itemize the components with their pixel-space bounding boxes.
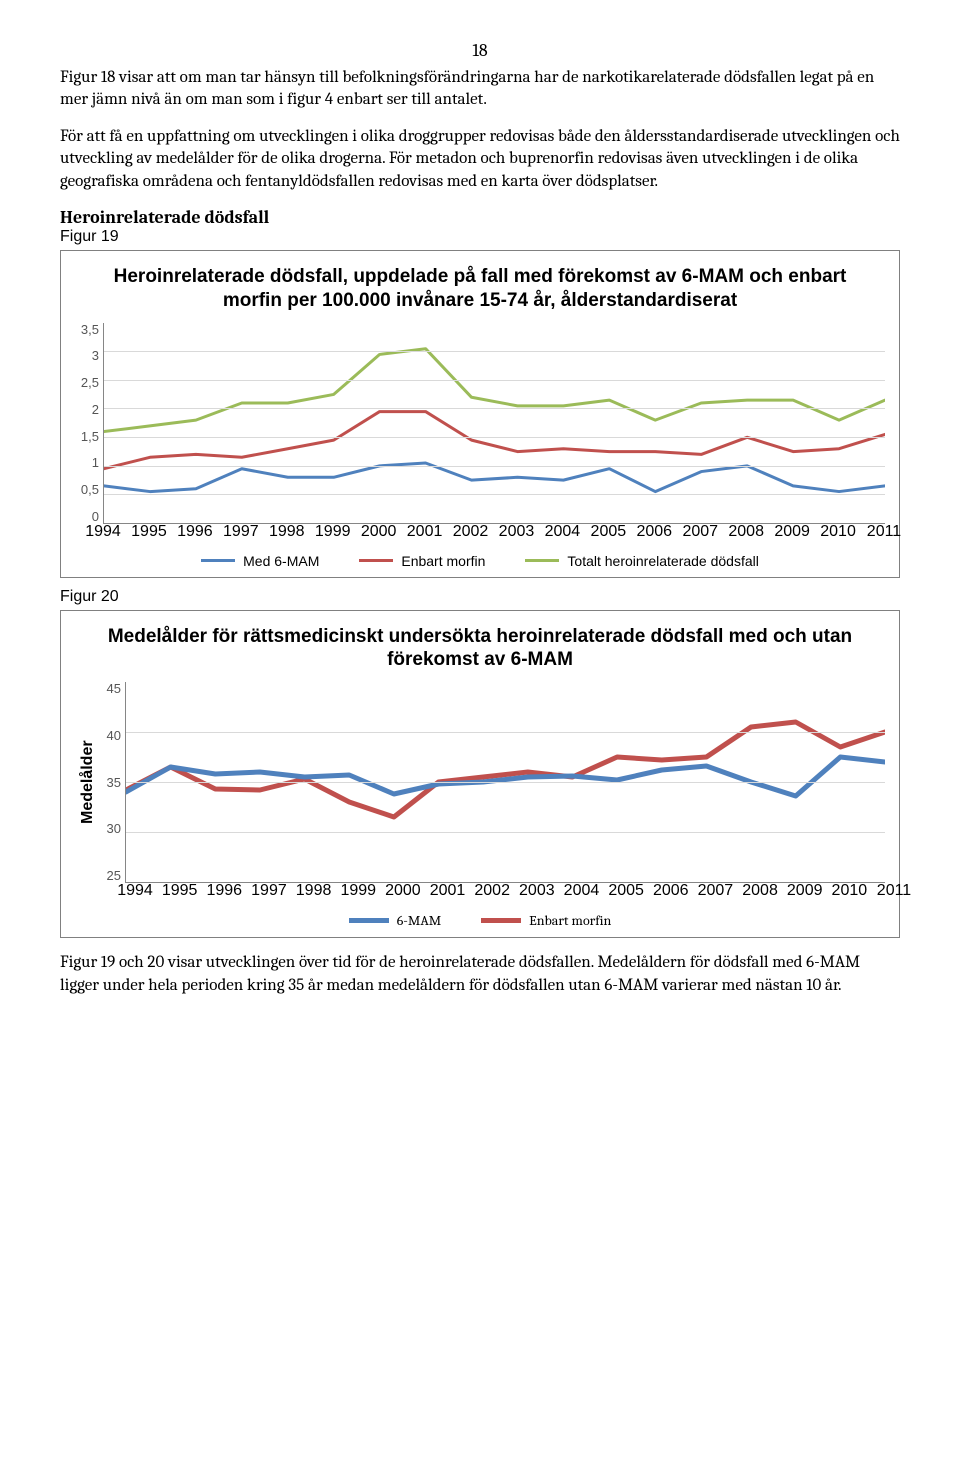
chart2-legend: 6-MAM Enbart morfin: [75, 912, 885, 929]
paragraph-1: Figur 18 visar att om man tar hänsyn til…: [60, 67, 900, 112]
legend-enbart-morfin: Enbart morfin: [401, 553, 485, 569]
figure-20-caption: Figur 20: [60, 588, 900, 606]
chart2-xticks: 1994199519961997199819992000200120022003…: [135, 882, 885, 898]
chart2-yticks: 4540353025: [97, 682, 125, 882]
chart-heroin-deaths: Heroinrelaterade dödsfall, uppdelade på …: [60, 250, 900, 578]
legend-enbart-morfin-2: Enbart morfin: [529, 912, 611, 929]
chart2-ylabel: Medelålder: [75, 682, 97, 882]
chart1-yticks: 3,532,521,510,50: [75, 323, 103, 523]
section-heading: Heroinrelaterade dödsfall: [60, 207, 900, 228]
chart2-title: Medelålder för rättsmedicinskt undersökt…: [100, 625, 860, 673]
legend-6mam: 6-MAM: [397, 912, 441, 929]
chart1-xticks: 1994199519961997199819992000200120022003…: [103, 523, 885, 539]
chart1-title: Heroinrelaterade dödsfall, uppdelade på …: [100, 265, 860, 313]
paragraph-3: Figur 19 och 20 visar utvecklingen över …: [60, 952, 900, 997]
chart1-legend: Med 6-MAM Enbart morfin Totalt heroinrel…: [75, 553, 885, 569]
chart2-plot: [125, 682, 885, 883]
paragraph-2: För att få en uppfattning om utvecklinge…: [60, 126, 900, 193]
legend-med-6mam: Med 6-MAM: [243, 553, 319, 569]
page-number: 18: [60, 40, 900, 61]
figure-19-caption: Figur 19: [60, 228, 900, 246]
legend-totalt: Totalt heroinrelaterade dödsfall: [567, 553, 758, 569]
chart1-plot: [103, 323, 885, 524]
chart-mean-age: Medelålder för rättsmedicinskt undersökt…: [60, 610, 900, 939]
